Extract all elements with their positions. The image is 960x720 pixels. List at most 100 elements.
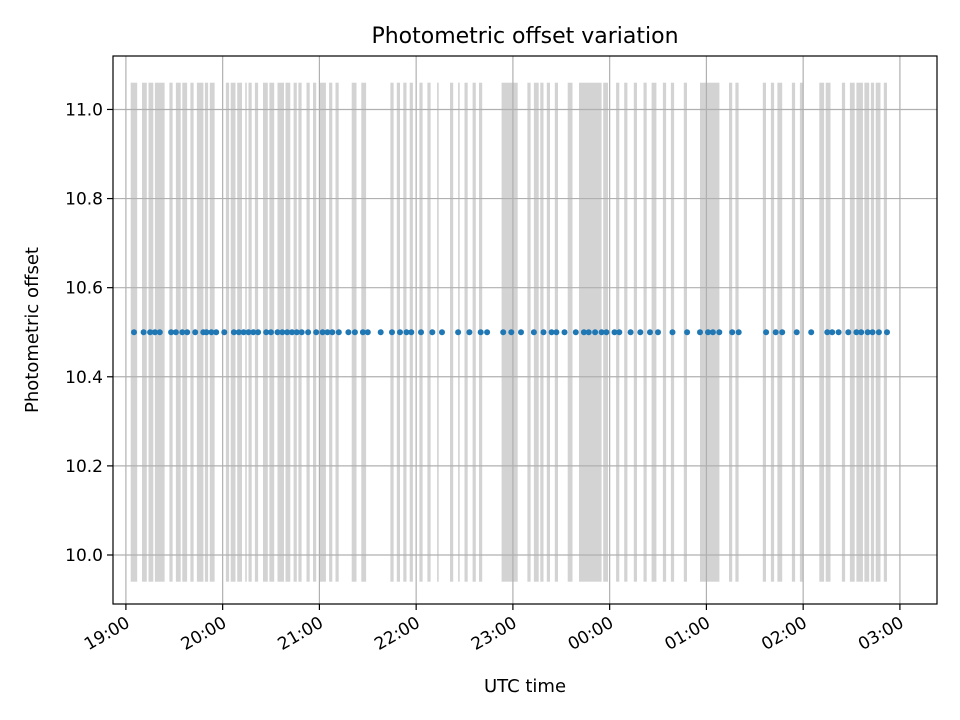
data-point <box>772 329 779 336</box>
data-point <box>263 329 270 336</box>
data-point <box>548 329 555 336</box>
data-point <box>250 329 257 336</box>
data-point <box>221 329 228 336</box>
x-tick-label: 21:00 <box>274 613 326 655</box>
data-point <box>364 329 371 336</box>
data-point <box>140 329 147 336</box>
y-tick-label: 11.0 <box>65 100 103 120</box>
x-axis-label: UTC time <box>484 676 566 697</box>
data-point <box>598 329 605 336</box>
data-point <box>255 329 262 336</box>
data-point <box>709 329 716 336</box>
data-point <box>508 329 515 336</box>
grid-lines <box>113 56 937 604</box>
data-point <box>131 329 137 336</box>
data-point <box>845 329 852 336</box>
data-point <box>156 329 163 336</box>
x-axis: 19:00 20:00 21:00 22:00 23:00 00:00 01:00 02:00… <box>81 604 907 655</box>
data-point <box>637 329 644 336</box>
error-band <box>841 82 846 582</box>
data-point <box>884 329 890 336</box>
data-point <box>716 329 723 336</box>
data-point <box>403 329 410 336</box>
data-point <box>329 329 336 336</box>
data-point <box>864 329 871 336</box>
data-point <box>184 329 191 336</box>
data-point <box>418 329 424 336</box>
data-point <box>389 329 395 336</box>
data-point <box>279 329 286 336</box>
data-point <box>359 329 366 336</box>
data-point <box>466 329 473 336</box>
error-band <box>546 82 550 582</box>
data-point <box>293 329 300 336</box>
error-band <box>464 82 468 582</box>
data-point <box>540 329 547 336</box>
x-tick-label: 19:00 <box>81 613 133 655</box>
y-tick-label: 10.8 <box>65 190 103 210</box>
plot-frame <box>112 55 938 605</box>
data-point <box>611 329 618 336</box>
error-band <box>662 82 667 582</box>
error-band <box>225 82 230 582</box>
data-point <box>572 329 579 336</box>
data-point <box>213 329 220 336</box>
error-band <box>427 82 431 582</box>
error-band <box>849 82 855 582</box>
data-point <box>324 329 331 336</box>
x-tick-label: 22:00 <box>371 613 423 655</box>
data-point <box>655 329 661 336</box>
data-point <box>603 329 610 336</box>
error-band <box>770 82 775 582</box>
data-point <box>484 329 491 336</box>
data-point <box>779 329 786 336</box>
error-band <box>633 82 637 582</box>
data-point <box>305 329 312 336</box>
x-tick-label: 01:00 <box>661 613 713 655</box>
y-tick-label: 10.0 <box>65 546 103 566</box>
data-point <box>289 329 295 336</box>
data-point <box>647 329 653 336</box>
data-point <box>616 329 623 336</box>
data-point <box>284 329 291 336</box>
data-point <box>763 329 770 336</box>
data-point <box>835 329 842 336</box>
data-point <box>172 329 179 336</box>
error-band <box>567 82 573 582</box>
data-point <box>274 329 281 336</box>
x-tick-label: 23:00 <box>468 613 520 655</box>
error-band <box>527 82 531 582</box>
data-point <box>235 329 242 336</box>
data-point <box>429 329 436 336</box>
data-point <box>684 329 691 336</box>
data-points <box>131 329 890 336</box>
data-point <box>530 329 537 336</box>
data-point <box>439 329 445 336</box>
data-point <box>208 329 215 336</box>
y-tick-label: 10.2 <box>65 457 103 477</box>
error-band <box>651 82 657 582</box>
data-point <box>203 329 210 336</box>
error-band <box>196 82 204 582</box>
error-band <box>799 82 804 582</box>
x-tick-label: 20:00 <box>178 613 230 655</box>
data-point <box>853 329 860 336</box>
x-tick-label: 02:00 <box>758 613 810 655</box>
data-point <box>627 329 634 336</box>
error-band <box>624 82 628 582</box>
data-point <box>230 329 237 336</box>
data-point <box>580 329 587 336</box>
data-point <box>705 329 711 336</box>
data-point <box>858 329 865 336</box>
data-point <box>869 329 876 336</box>
data-point <box>151 329 158 336</box>
data-point <box>408 329 415 336</box>
y-axis: 10.0 10.2 10.4 10.6 10.8 11.0 <box>65 100 113 566</box>
error-band <box>472 82 476 582</box>
y-axis-label: Photometric offset <box>22 247 43 413</box>
data-point <box>351 329 358 336</box>
data-point <box>455 329 462 336</box>
data-point <box>397 329 403 336</box>
data-point <box>477 329 484 336</box>
